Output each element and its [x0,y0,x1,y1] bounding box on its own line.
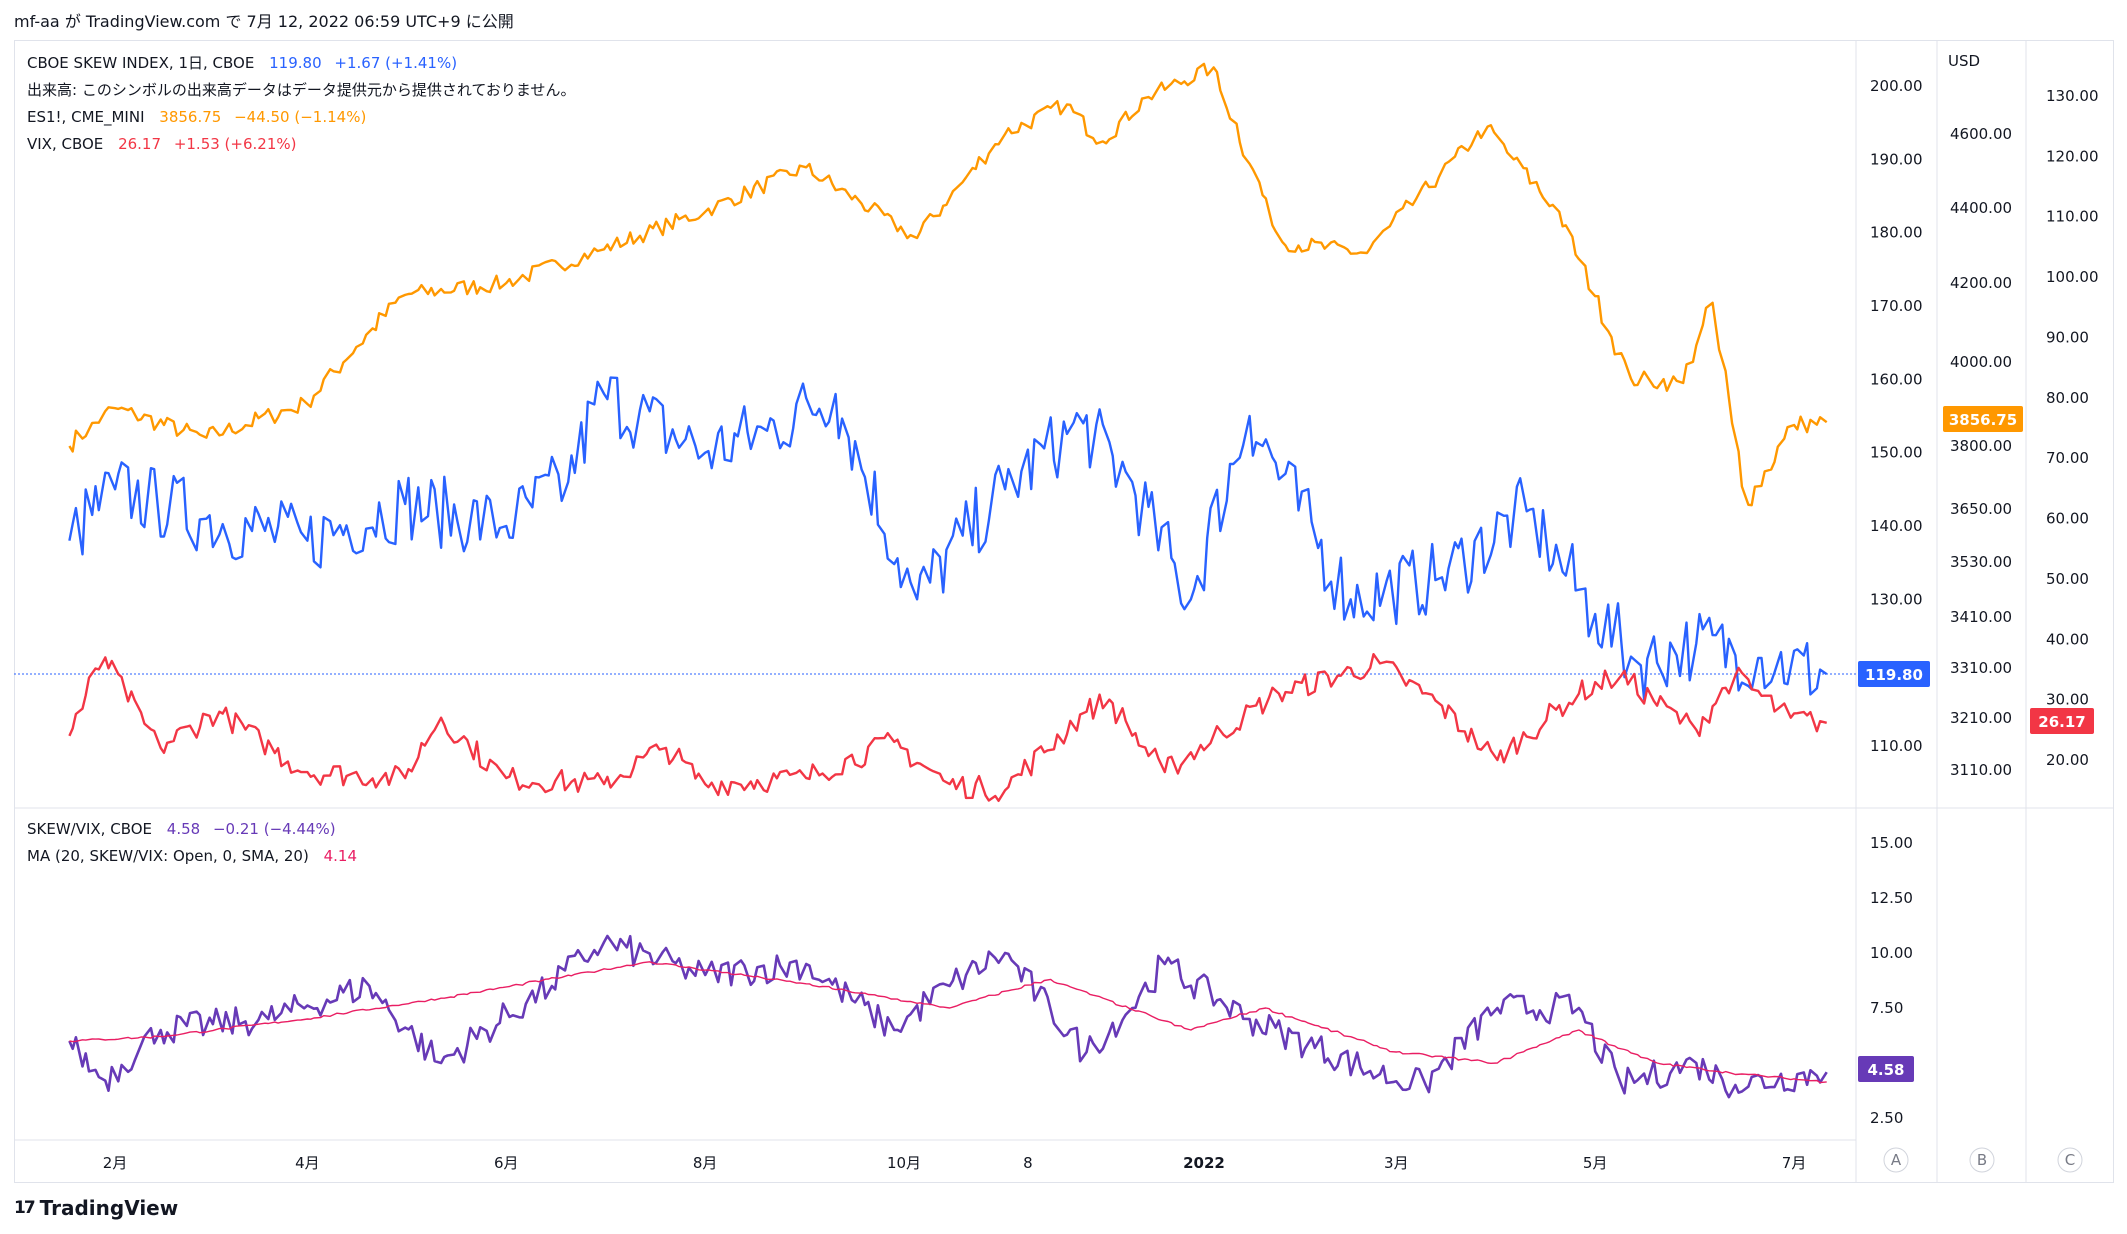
scale-c-tick: 60.00 [2046,510,2089,528]
x-axis-label: 8月 [693,1154,718,1172]
scale-button-c-ring [2057,1147,2083,1173]
scale-b-tick: 3110.00 [1950,761,2012,779]
scale-b-tick: 4000.00 [1950,353,2012,371]
scale-b-tick: 4600.00 [1950,125,2012,143]
legend-vix-value: 26.17 [118,135,161,153]
price-tag-es-label: 3856.75 [1949,411,2017,429]
legend-ma-value: 4.14 [324,847,357,865]
tradingview-logo-icon: 17 [14,1198,36,1218]
x-axis-label: 4月 [295,1154,320,1172]
scale-a-tick: 160.00 [1870,370,1923,388]
legend-top: CBOE SKEW INDEX, 1日, CBOE 119.80 +1.67 (… [27,54,575,153]
chart-frame [14,40,2114,1183]
scale-c-tick: 40.00 [2046,630,2089,648]
series-line-vix[interactable] [68,653,1827,802]
ratio-tick: 12.50 [1870,889,1913,907]
series-line-ma[interactable] [69,961,1827,1084]
legend-skew-change: +1.67 (+1.41%) [334,54,457,72]
scale-c-tick: 130.00 [2046,87,2099,105]
x-axis-label: 8 [1023,1154,1033,1172]
series-line-skew[interactable] [68,376,1828,701]
scale-b-tick: 3650.00 [1950,500,2012,518]
series-layer [68,62,1828,1099]
scale-buttons: A B C [1891,1151,2075,1169]
x-axis-label: 2月 [103,1154,128,1172]
x-axis-label: 7月 [1782,1154,1807,1172]
price-tag-ratio-label: 4.58 [1867,1061,1904,1079]
price-tag-ratio: 4.58 [1858,1056,1914,1082]
scale-a-tick: 130.00 [1870,590,1923,608]
legend-ratio-value: 4.58 [167,820,200,838]
legend-ratio[interactable]: SKEW/VIX, CBOE 4.58 −0.21 (−4.44%) [27,820,336,838]
x-axis-label: 2022 [1183,1154,1225,1172]
scale-button-b-ring [1969,1147,1995,1173]
scale-button-a-ring [1883,1147,1909,1173]
legend-skew-value: 119.80 [269,54,322,72]
legend-vix[interactable]: VIX, CBOE 26.17 +1.53 (+6.21%) [27,135,296,153]
scale-c-tick: 50.00 [2046,570,2089,588]
scale-a-tick: 180.00 [1870,224,1923,242]
price-tag-skew-label: 119.80 [1865,666,1923,684]
scale-b-tick: 3800.00 [1950,437,2012,455]
scale-a-tick: 200.00 [1870,77,1923,95]
scale-c-tick: 30.00 [2046,691,2089,709]
legend-ratio-change: −0.21 (−4.44%) [213,820,336,838]
legend-vix-change: +1.53 (+6.21%) [174,135,297,153]
legend-es-name: ES1!, CME_MINI [27,108,145,127]
ratio-tick: 2.50 [1870,1109,1903,1127]
legend-bottom: SKEW/VIX, CBOE 4.58 −0.21 (−4.44%) MA (2… [27,820,357,865]
price-tag-vix-label: 26.17 [2038,713,2085,731]
scale-b-tick: 4400.00 [1950,199,2012,217]
legend-es-change: −44.50 (−1.14%) [234,108,366,126]
x-axis-label: 5月 [1583,1154,1608,1172]
scale-c-tick: 120.00 [2046,147,2099,165]
scale-a-tick: 140.00 [1870,517,1923,535]
scale-b-tick: 3530.00 [1950,553,2012,571]
tradingview-footer[interactable]: 17 TradingView [14,1196,178,1220]
legend-skew-name: CBOE SKEW INDEX, 1日, CBOE [27,54,254,72]
scale-a-tick: 170.00 [1870,297,1923,315]
ratio-tick: 7.50 [1870,999,1903,1017]
scale-b-tick: 4200.00 [1950,274,2012,292]
scale-c-tick: 110.00 [2046,208,2099,226]
legend-es-value: 3856.75 [159,108,221,126]
legend-volume-note: 出来高: このシンボルの出来高データはデータ提供元から提供されておりません。 [27,81,575,99]
scale-c-tick: 20.00 [2046,751,2089,769]
ratio-tick: 15.00 [1870,834,1913,852]
scale-a-tick: 110.00 [1870,737,1923,755]
scale-b-tick: 3210.00 [1950,709,2012,727]
axis-layer: 200.00 190.00 180.00 170.00 160.00 150.00 140.… [103,77,2099,1172]
price-tag-skew: 119.80 [1858,661,1930,687]
scale-button-c[interactable]: C [2065,1151,2075,1169]
scale-button-a[interactable]: A [1891,1151,1902,1169]
scale-a-tick: 150.00 [1870,444,1923,462]
x-axis-label: 10月 [887,1154,921,1172]
legend-ratio-name: SKEW/VIX, CBOE [27,820,152,838]
legend-ma-name: MA (20, SKEW/VIX: Open, 0, SMA, 20) [27,847,309,865]
scale-c-tick: 80.00 [2046,389,2089,407]
series-line-ratio[interactable] [68,934,1828,1099]
price-tag-vix: 26.17 [2030,708,2094,734]
publish-header: mf-aa が TradingView.com で 7月 12, 2022 06… [14,12,514,31]
price-tag-es: 3856.75 [1943,406,2023,432]
legend-es[interactable]: ES1!, CME_MINI 3856.75 −44.50 (−1.14%) [27,108,366,127]
scale-button-b[interactable]: B [1977,1151,1987,1169]
scale-b-tick: 3410.00 [1950,608,2012,626]
series-line-es[interactable] [68,62,1828,507]
usd-label: USD [1948,52,1980,70]
x-axis-label: 6月 [494,1154,519,1172]
tradingview-brand: TradingView [39,1196,179,1220]
ratio-tick: 10.00 [1870,944,1913,962]
x-axis-label: 3月 [1384,1154,1409,1172]
legend-vix-name: VIX, CBOE [27,135,103,153]
scale-c-tick: 90.00 [2046,328,2089,346]
scale-c-tick: 100.00 [2046,268,2099,286]
scale-c-tick: 70.00 [2046,449,2089,467]
legend-ma[interactable]: MA (20, SKEW/VIX: Open, 0, SMA, 20) 4.14 [27,847,357,865]
scale-b-tick: 3310.00 [1950,659,2012,677]
legend-skew[interactable]: CBOE SKEW INDEX, 1日, CBOE 119.80 +1.67 (… [27,54,457,72]
scale-a-tick: 190.00 [1870,150,1923,168]
